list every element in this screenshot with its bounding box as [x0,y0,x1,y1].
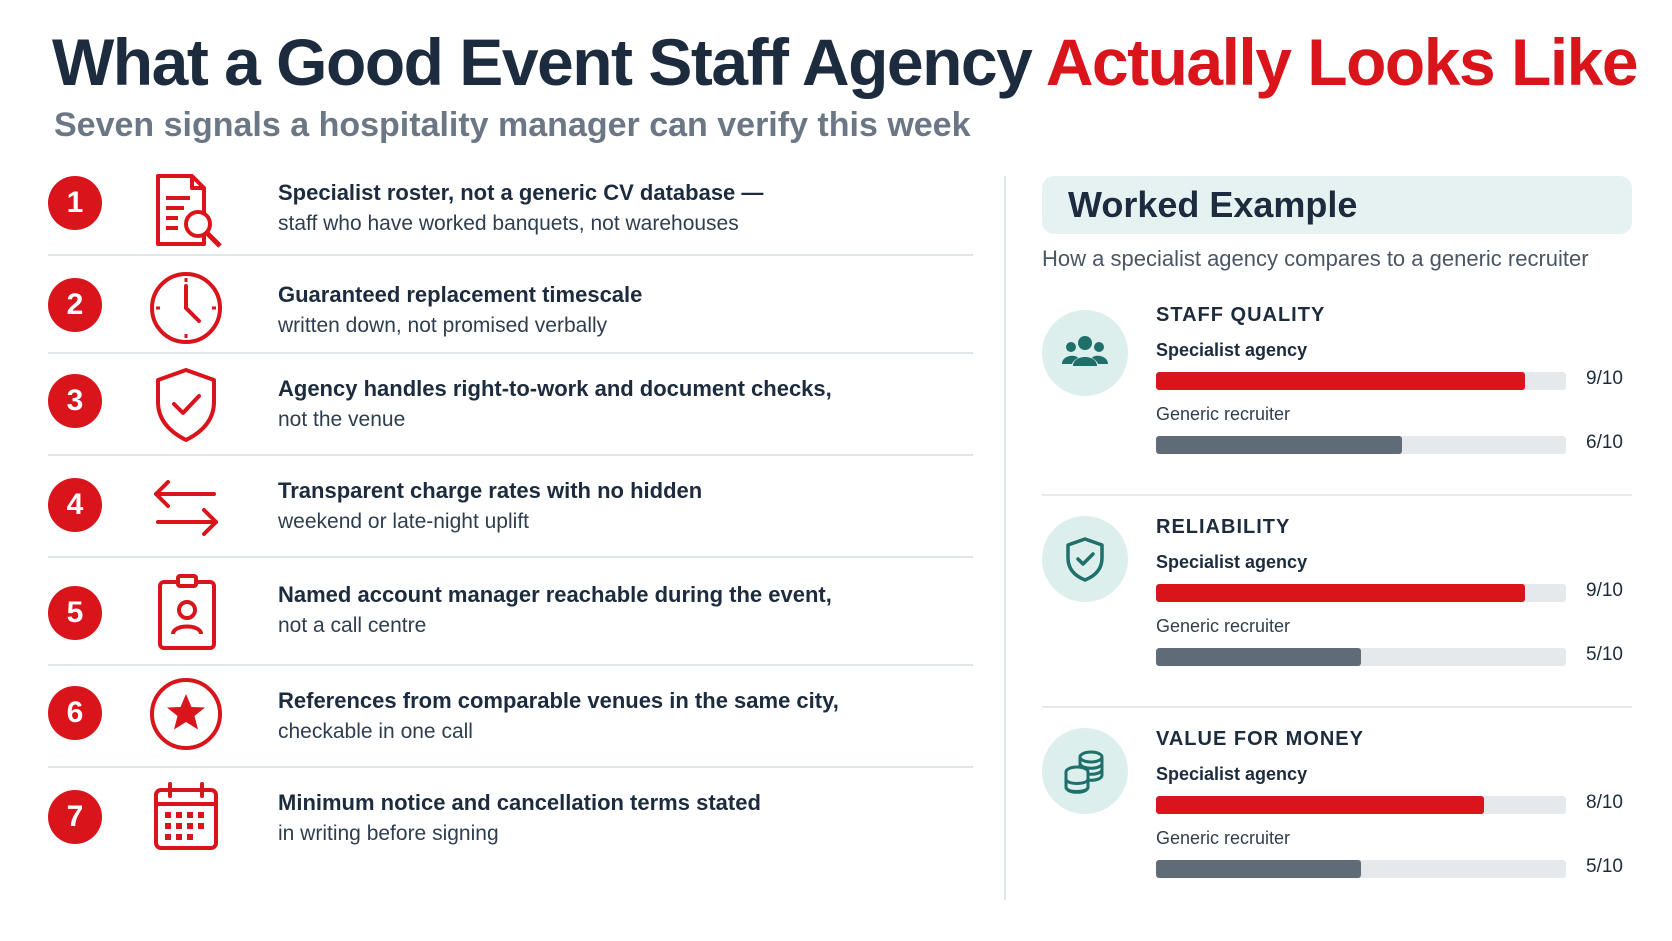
score-bar-track [1156,436,1566,454]
signal-normal: checkable in one call [278,720,473,743]
specialist-row: Specialist agency 9/10 [1156,552,1626,602]
signal-number: 3 [48,374,102,428]
signal-item: 7 Minimum notice and cancellation terms … [48,768,973,868]
signal-bold: Transparent charge rates with no hidden [278,478,703,503]
signal-text: Minimum notice and cancellation terms st… [278,790,761,846]
score-bar-track [1156,860,1566,878]
score-label: 5/10 [1586,856,1623,877]
score-label: 8/10 [1586,792,1623,813]
row-label: Generic recruiter [1156,828,1291,848]
signal-item: 3 Agency handles right-to-work and docum… [48,354,973,456]
score-label: 9/10 [1586,368,1623,389]
calendar-icon [144,776,228,860]
signal-item: 2 Guaranteed replacement timescale writt… [48,256,973,354]
document-search-icon [144,170,228,254]
title-dark-part: What a Good Event Staff Agency [52,25,1033,99]
people-icon [1042,310,1128,396]
worked-example-subheading: How a specialist agency compares to a ge… [1042,246,1589,271]
score-bar-track [1156,648,1566,666]
row-label: Specialist agency [1156,552,1308,572]
signal-normal: weekend or late-night uplift [278,510,529,533]
generic-row: Generic recruiter 5/10 [1156,828,1626,878]
score-bar-track [1156,584,1566,602]
signal-number: 1 [48,176,102,230]
worked-example-heading: Worked Example [1042,176,1632,234]
signal-item: 5 Named account manager reachable during… [48,558,973,666]
signal-normal: staff who have worked banquets, not ware… [278,212,739,235]
score-bar [1156,860,1361,878]
signal-bold: Specialist roster, not a generic CV data… [278,180,764,205]
signal-bold: Guaranteed replacement timescale [278,282,643,307]
page-title: What a Good Event Staff Agency Actually … [52,22,1639,102]
metric-reliability: RELIABILITY Specialist agency 9/10 Gener… [1042,496,1632,708]
score-label: 9/10 [1586,580,1623,601]
signal-normal: in writing before signing [278,822,499,845]
signal-text: Named account manager reachable during t… [278,582,832,638]
column-divider [1004,176,1006,900]
score-label: 5/10 [1586,644,1623,665]
specialist-row: Specialist agency 8/10 [1156,764,1626,814]
row-label: Specialist agency [1156,764,1308,784]
signal-text: References from comparable venues in the… [278,688,839,744]
shield-check-icon [1042,516,1128,602]
generic-row: Generic recruiter 6/10 [1156,404,1626,454]
signal-bold: Minimum notice and cancellation terms st… [278,790,761,815]
signal-normal: not the venue [278,408,406,431]
score-bar [1156,372,1525,390]
signal-item: 6 References from comparable venues in t… [48,666,973,768]
signal-item: 1 Specialist roster, not a generic CV da… [48,170,973,256]
generic-row: Generic recruiter 5/10 [1156,616,1626,666]
signal-normal: not a call centre [278,614,427,637]
signal-number: 7 [48,790,102,844]
score-bar-track [1156,372,1566,390]
signal-number: 6 [48,686,102,740]
metric-value-for-money: VALUE FOR MONEY Specialist agency 8/10 G… [1042,708,1632,918]
score-bar [1156,648,1361,666]
signal-text: Agency handles right-to-work and documen… [278,376,832,432]
coins-icon [1042,728,1128,814]
signals-list: 1 Specialist roster, not a generic CV da… [48,170,973,868]
score-bar [1156,584,1525,602]
worked-example-panel: Worked Example How a specialist agency c… [1042,176,1632,918]
score-label: 6/10 [1586,432,1623,453]
clock-icon [144,266,228,350]
row-label: Generic recruiter [1156,616,1291,636]
metric-staff-quality: STAFF QUALITY Specialist agency 9/10 Gen… [1042,284,1632,496]
score-bar-track [1156,796,1566,814]
id-badge-icon [144,570,228,654]
signal-text: Transparent charge rates with no hidden … [278,478,702,534]
metric-title: STAFF QUALITY [1156,304,1326,326]
signal-number: 4 [48,478,102,532]
star-circle-icon [144,672,228,756]
metric-title: RELIABILITY [1156,516,1291,538]
specialist-row: Specialist agency 9/10 [1156,340,1626,390]
signal-bold: Agency handles right-to-work and documen… [278,376,832,401]
metric-title: VALUE FOR MONEY [1156,728,1364,750]
signal-bold: References from comparable venues in the… [278,688,839,713]
score-bar [1156,796,1484,814]
page-subtitle: Seven signals a hospitality manager can … [54,106,971,144]
shield-check-icon [144,362,228,446]
row-label: Generic recruiter [1156,404,1291,424]
swap-arrows-icon [144,464,228,548]
signal-number: 5 [48,586,102,640]
signal-bold: Named account manager reachable during t… [278,582,832,607]
score-bar [1156,436,1402,454]
title-red-part: Actually Looks Like [1045,25,1639,99]
signal-normal: written down, not promised verbally [278,314,608,337]
signal-item: 4 Transparent charge rates with no hidde… [48,456,973,558]
signal-number: 2 [48,278,102,332]
row-label: Specialist agency [1156,340,1308,360]
signal-text: Specialist roster, not a generic CV data… [278,180,763,236]
signal-text: Guaranteed replacement timescale written… [278,282,642,338]
